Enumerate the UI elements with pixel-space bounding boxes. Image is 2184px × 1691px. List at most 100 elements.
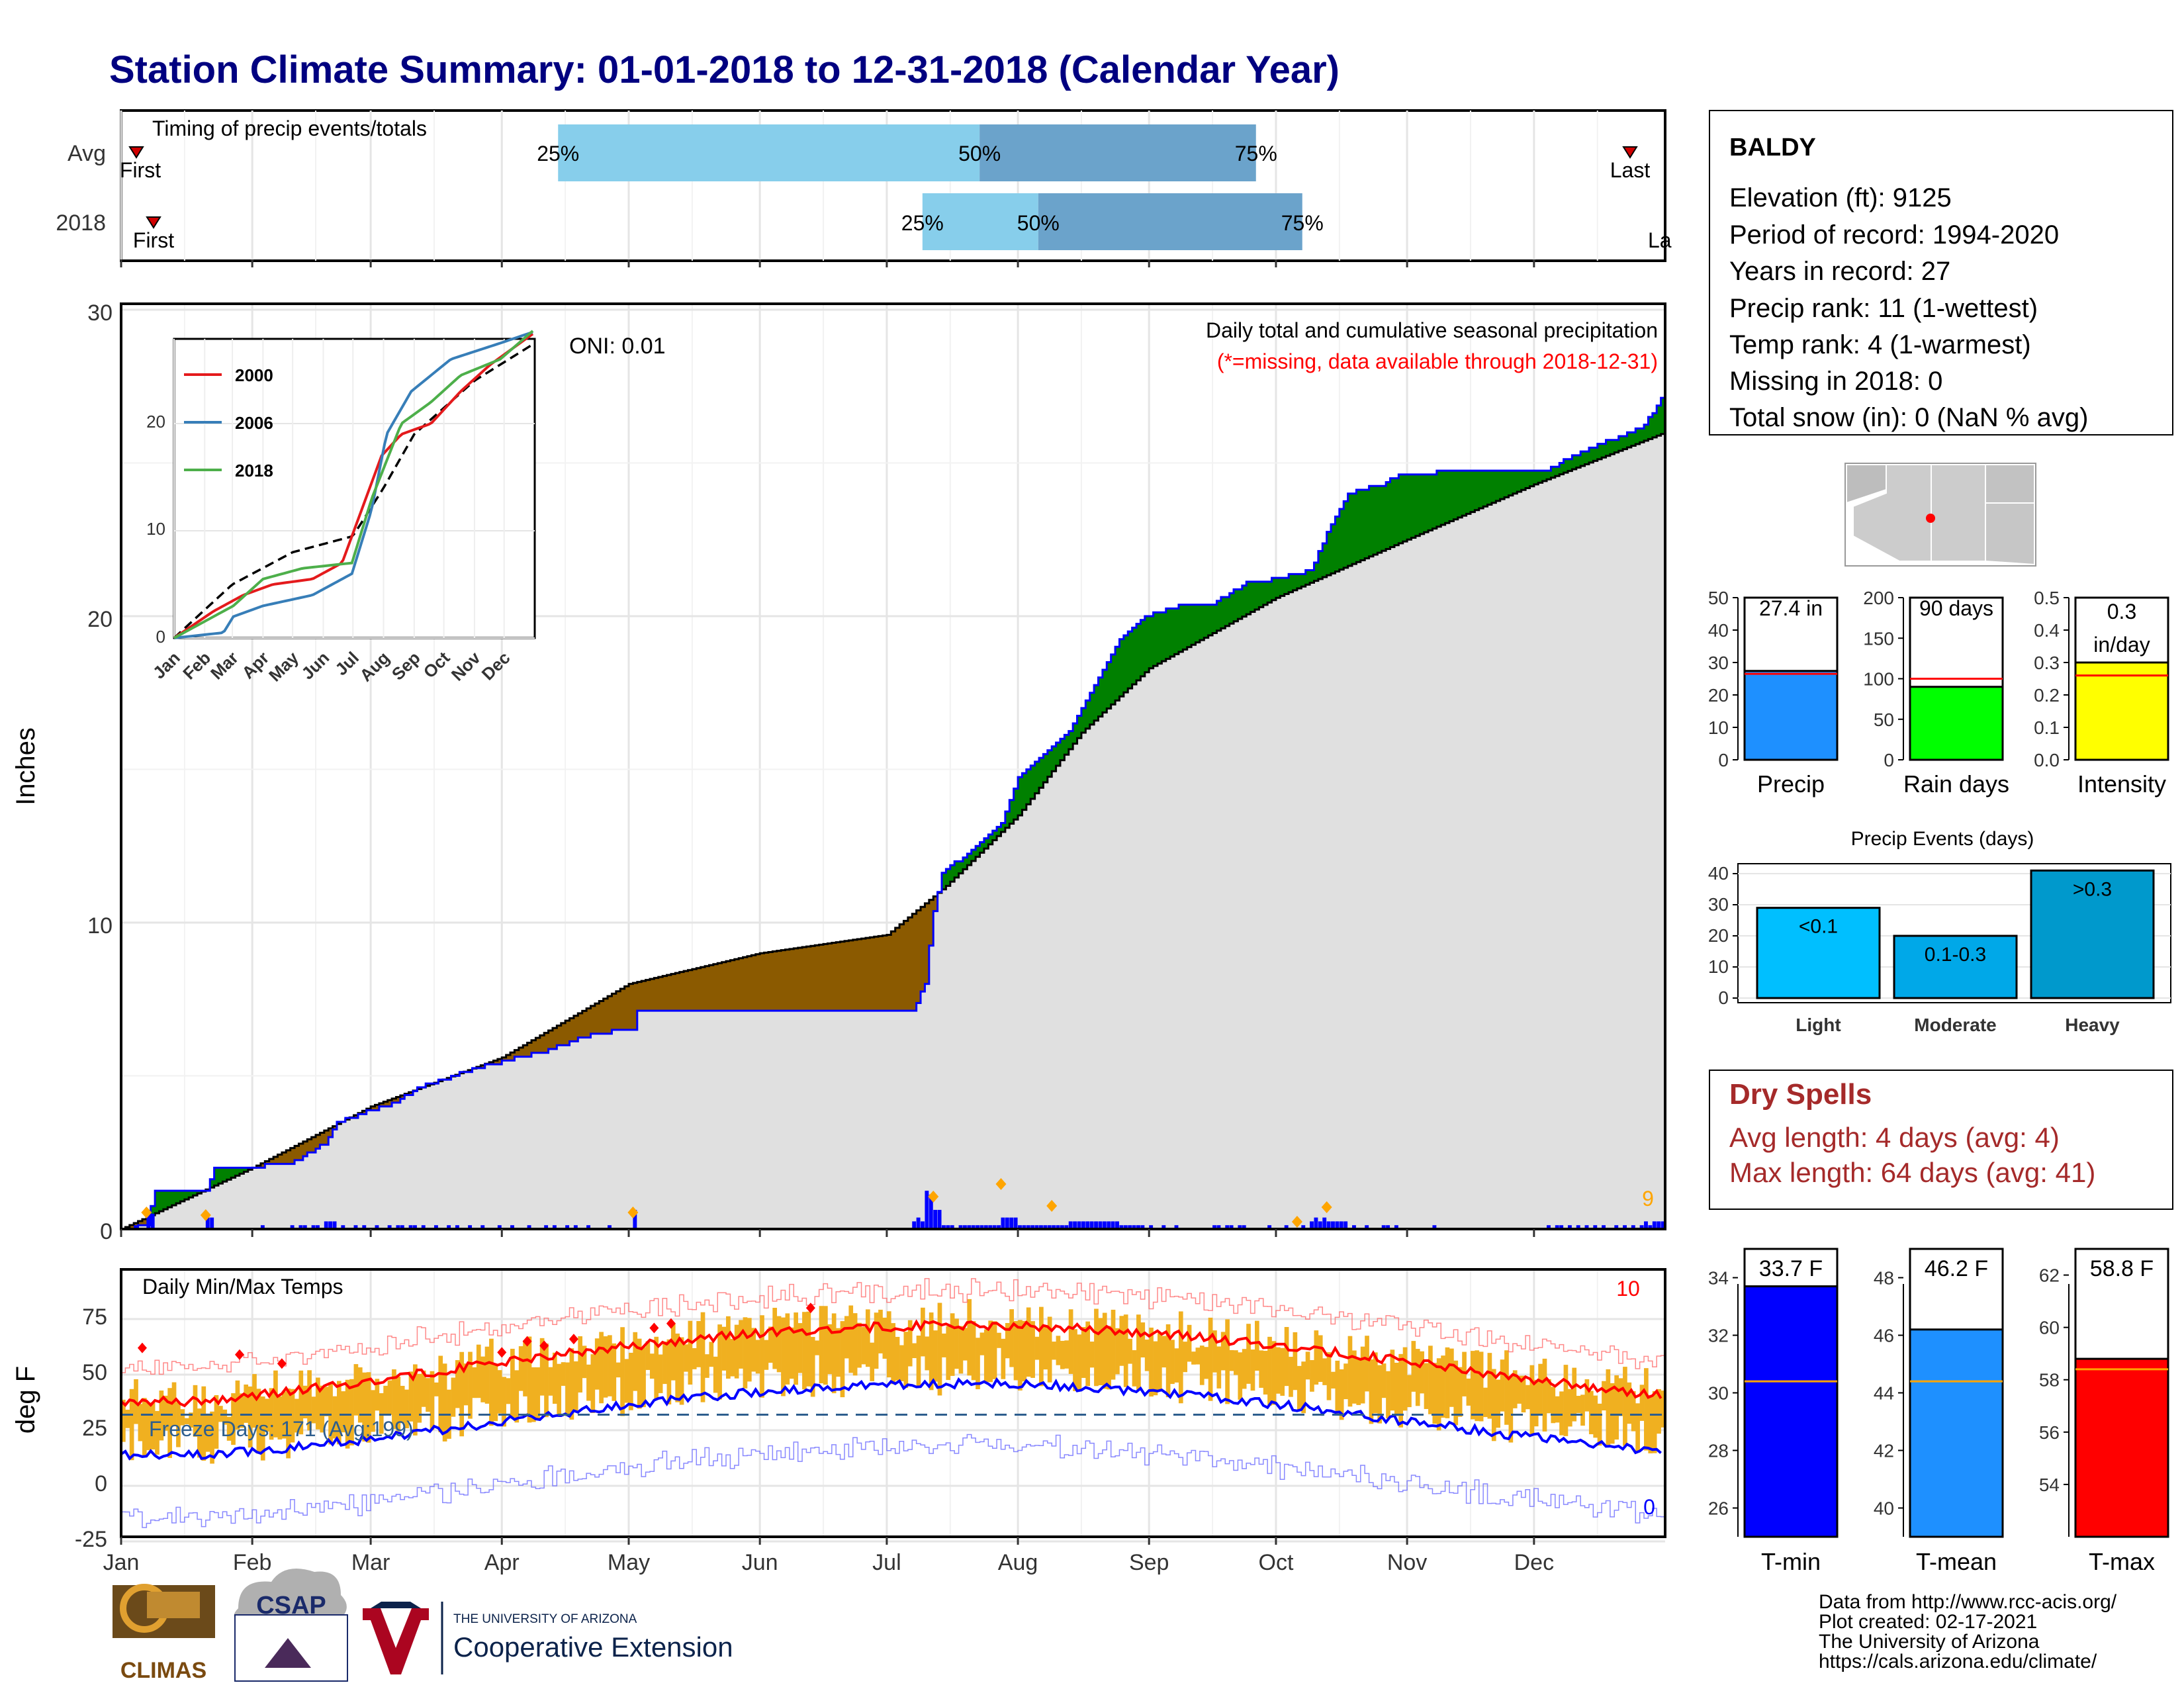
temp-summary-bar [1743, 1285, 1839, 1538]
inset-tick-0: 0 [156, 627, 165, 647]
summary-bar [1909, 686, 2004, 761]
temp-summary-tick: 54 [2039, 1475, 2060, 1495]
precip-y-label: Inches [11, 727, 40, 805]
temp-summary-bar [2074, 1357, 2169, 1538]
record-min-line [121, 1434, 1665, 1528]
avg-first-marker [128, 146, 144, 159]
temp-tick-50: 50 [82, 1360, 107, 1385]
inset-2018-line [173, 330, 534, 639]
daily-temp-range-bars [121, 1299, 1666, 1464]
summary-label: Rain days [1903, 770, 2009, 798]
summary-tick: 0.5 [2034, 588, 2060, 608]
station-name: BALDY [1729, 134, 1816, 161]
summary-tick: 100 [1863, 669, 1894, 690]
month-label: Dec [1514, 1550, 1554, 1575]
month-label: Aug [998, 1550, 1038, 1575]
summary-tick: 0.2 [2034, 685, 2060, 706]
temp-summary-tick: 62 [2039, 1265, 2060, 1286]
summary-tick: 0.4 [2034, 620, 2060, 641]
oni-label: ONI: 0.01 [569, 334, 666, 359]
locator-map [1844, 463, 2036, 567]
temp-summary-tick: 34 [1708, 1268, 1729, 1289]
events-bar [1756, 907, 1881, 999]
summary-label: Precip [1757, 770, 1825, 798]
y2018-last-label: La [1648, 228, 1672, 252]
events-bar-label: Heavy [2065, 1015, 2120, 1035]
y2018-25-50-bar [922, 193, 1038, 250]
temp-summary-tick: 40 [1874, 1498, 1894, 1519]
summary-tick: 0.3 [2034, 653, 2060, 673]
station-years: Years in record: 27 [1729, 257, 1950, 286]
dry-spells-avg: Avg length: 4 days (avg: 4) [1729, 1122, 2060, 1153]
below-average-area [125, 896, 938, 1229]
events-bar-text: <0.1 [1799, 916, 1838, 938]
summary-tick: 150 [1863, 628, 1894, 649]
precip-panel: Daily total and cumulative seasonal prec… [11, 300, 1666, 1244]
credit-2: Plot created: 02-17-2021 [1819, 1611, 2037, 1633]
precip-note-1: Daily total and cumulative seasonal prec… [1206, 318, 1658, 342]
ua-logo: THE UNIVERSITY OF ARIZONA Cooperative Ex… [363, 1602, 733, 1674]
temp-summary-tick: 56 [2039, 1422, 2060, 1443]
avg-50-75-bar [979, 124, 1256, 181]
temp-summary-tick: 44 [1874, 1383, 1894, 1404]
daily-precip-bars [134, 1191, 1665, 1229]
temp-summary-tick: 32 [1708, 1326, 1729, 1346]
summary-tick: 50 [1874, 709, 1894, 730]
temp-summary-label: T-min [1761, 1548, 1821, 1575]
summary-tick: 0.1 [2034, 717, 2060, 738]
inset-legend-2000: 2000 [235, 365, 273, 385]
y2018-p50-label: 50% [1017, 211, 1060, 235]
temp-summary-tick: 60 [2039, 1318, 2060, 1338]
inset-chart: 2000 2006 2018 0 10 20 JanFebMarAprMayJu… [146, 330, 536, 686]
month-label: Jul [872, 1550, 901, 1575]
station-snow: Total snow (in): 0 (NaN % avg) [1729, 403, 2088, 432]
temp-title: Daily Min/Max Temps [142, 1275, 343, 1299]
precip-tick-10: 10 [87, 913, 113, 938]
record-high-markers [137, 1303, 815, 1369]
inset-legend-2006: 2006 [235, 413, 273, 433]
precip-tick-20: 20 [87, 607, 113, 632]
summary-tick: 30 [1708, 653, 1729, 673]
temp-summary-tick: 30 [1708, 1383, 1729, 1404]
summary-tick: 20 [1708, 685, 1729, 706]
events-bar-label: Moderate [1914, 1015, 1996, 1035]
timing-title: Timing of precip events/totals [152, 116, 427, 140]
temp-summary-tick: 28 [1708, 1441, 1729, 1461]
avg-p75-label: 75% [1235, 142, 1277, 165]
summary-value-unit: in/day [2093, 633, 2150, 657]
y2018-first-marker [146, 216, 161, 229]
precip-events-chart: Precip Events (days) 0 10 20 30 40 <0.1 Light 0… [1708, 828, 2171, 1035]
avg-p50-label: 50% [958, 142, 1001, 165]
temp-summary-tick: 42 [1874, 1441, 1894, 1461]
month-label: May [608, 1550, 650, 1575]
summary-tick: 200 [1863, 588, 1894, 608]
ua-logo-big-text: Cooperative Extension [453, 1631, 733, 1663]
station-location-marker [1926, 514, 1935, 523]
inset-legend-2018: 2018 [235, 461, 273, 480]
summary-bar [1743, 670, 1839, 761]
above-average-area [150, 398, 1666, 1216]
y2018-50-75-bar [1038, 193, 1302, 250]
events-bar-text: >0.3 [2073, 878, 2112, 900]
station-precip-rank: Precip rank: 11 (1-wettest) [1729, 294, 2038, 323]
station-missing: Missing in 2018: 0 [1729, 367, 1942, 396]
summary-tick: 0 [1884, 750, 1894, 770]
avg-cumulative-line [121, 432, 1666, 1230]
events-tick: 0 [1718, 987, 1729, 1008]
temp-summary-charts: 34 32 30 28 26 33.7 F T-min 48 46 44 42 40 46.2 F T-m… [1708, 1248, 2169, 1575]
summary-tick: 0.0 [2034, 750, 2060, 770]
month-label: Jan [103, 1550, 140, 1575]
summary-value: 0.3 [2107, 600, 2136, 623]
temp-summary-value: 46.2 F [1925, 1256, 1988, 1281]
month-label: Jun [742, 1550, 778, 1575]
inset-2000-line [173, 332, 534, 639]
csap-logo-text: CSAP [256, 1592, 326, 1620]
summary-value: 90 days [1919, 596, 1993, 620]
avg-p25-label: 25% [537, 142, 579, 165]
month-label: Oct [1259, 1550, 1294, 1575]
y2018-first-label: First [133, 228, 174, 252]
page-title: Station Climate Summary: 01-01-2018 to 1… [109, 48, 1340, 91]
temp-summary-label: T-max [2089, 1548, 2155, 1575]
